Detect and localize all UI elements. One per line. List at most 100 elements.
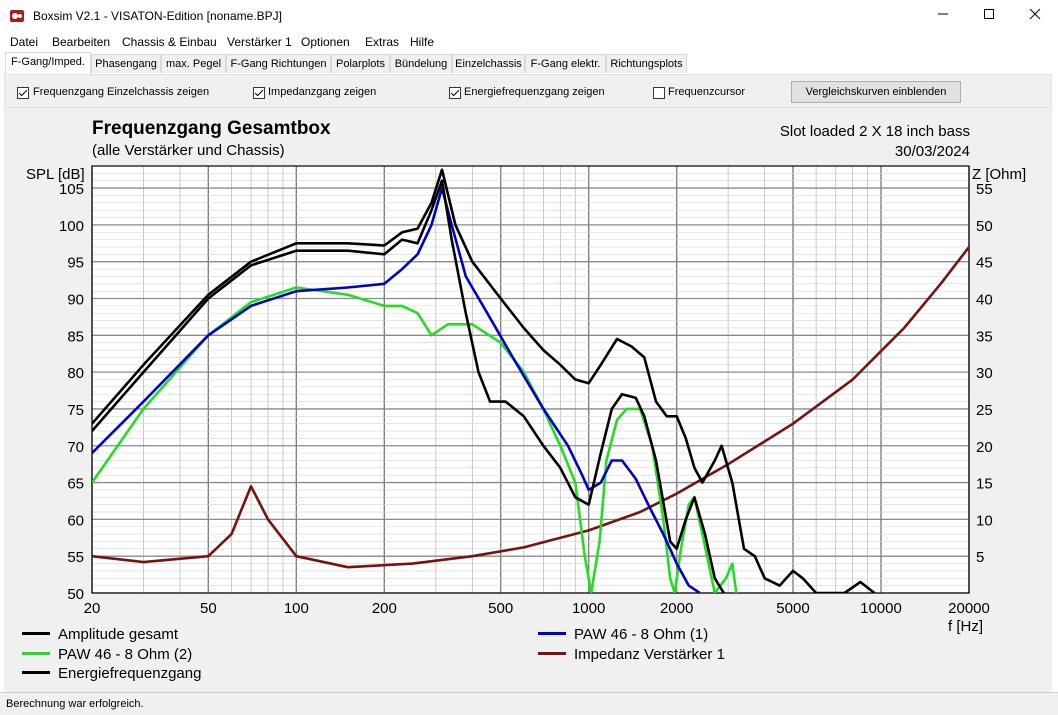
- series-line-paw-46-8-ohm-1: [92, 186, 701, 593]
- y-left-tick-label: 55: [67, 549, 84, 566]
- tab-f-gang-richtungen[interactable]: F-Gang Richtungen: [226, 54, 331, 73]
- minimize-icon: [938, 13, 948, 15]
- chart-panel: 50 55 60 65 70 75 80 85 90 95 100 105 5 10 15 20 25 30 35 4…: [4, 108, 1052, 692]
- chart-title: Frequenzgang Gesamtbox: [92, 118, 331, 139]
- tab-f-gang-elektr[interactable]: F-Gang elektr.: [525, 54, 606, 73]
- status-text: Berechnung war erfolgreich.: [6, 698, 144, 710]
- x-tick-label: 20000: [948, 600, 990, 617]
- legend-impedanz: Impedanz Verstärker 1: [538, 646, 725, 664]
- x-tick-label: 5000: [776, 600, 809, 617]
- close-button[interactable]: [1012, 0, 1058, 32]
- y-right-tick-label: 15: [976, 476, 993, 493]
- x-axis-title: f [Hz]: [948, 618, 984, 635]
- checkbox-impedanzgang[interactable]: [253, 87, 265, 99]
- y-right-tick-label: 35: [976, 328, 993, 345]
- menu-hilfe[interactable]: Hilfe: [410, 35, 435, 49]
- checkbox-frequenzcursor-label: Frequenzcursor: [668, 86, 746, 98]
- tab-phasengang[interactable]: Phasengang: [91, 54, 161, 73]
- x-tick-label: 200: [372, 600, 397, 617]
- x-tick-label: 100: [284, 600, 309, 617]
- legend-swatch: [538, 651, 566, 655]
- y-left-tick-label: 50: [67, 586, 84, 603]
- y-right-tick-label: 45: [976, 255, 993, 272]
- tab-polarplots[interactable]: Polarplots: [331, 54, 390, 73]
- y-left-tick-label: 65: [67, 476, 84, 493]
- legend-label: Amplitude gesamt: [58, 626, 179, 643]
- x-tick-label: 1000: [572, 600, 605, 617]
- y-left-tick-label: 70: [67, 439, 84, 456]
- y-left-tick-label: 90: [67, 292, 84, 309]
- checkbox-einzelchassis[interactable]: [17, 87, 29, 99]
- y-right-tick-label: 5: [976, 549, 984, 566]
- x-tick-label: 500: [488, 600, 513, 617]
- series-line-impedanz-verst-rker-1: [92, 246, 969, 569]
- checkbox-einzelchassis-label: Frequenzgang Einzelchassis zeigen: [33, 86, 210, 98]
- checkbox-energiefrequenzgang-label: Energiefrequenzgang zeigen: [464, 86, 605, 98]
- menu-bar: Datei Bearbeiten Chassis & Einbau Verstä…: [0, 32, 1058, 52]
- y-left-tick-label: 105: [59, 181, 84, 198]
- y-left-tick-label: 85: [67, 328, 84, 345]
- options-bar: Frequenzgang Einzelchassis zeigen Impeda…: [4, 74, 1052, 108]
- legend-label: PAW 46 - 8 Ohm (1): [574, 626, 709, 643]
- title-bar: Boxsim V2.1 - VISATON-Edition [noname.BP…: [0, 0, 1058, 32]
- legend-swatch: [538, 631, 566, 635]
- close-icon: [1029, 8, 1041, 20]
- plot-frame: [91, 165, 970, 594]
- y-right-tick-label: 10: [976, 512, 993, 529]
- legend-amplitude-gesamt: Amplitude gesamt: [22, 626, 178, 644]
- menu-datei[interactable]: Datei: [10, 35, 39, 49]
- y-left-tick-label: 60: [67, 512, 84, 529]
- y-left-tick-label: 80: [67, 365, 84, 382]
- legend-label: Impedanz Verstärker 1: [574, 646, 725, 663]
- x-tick-label: 20: [84, 600, 101, 617]
- menu-extras[interactable]: Extras: [365, 35, 400, 49]
- y-left-tick-label: 75: [67, 402, 84, 419]
- checkbox-energiefrequenzgang[interactable]: [449, 87, 461, 99]
- menu-optionen[interactable]: Optionen: [301, 35, 350, 49]
- series-line-energiefrequenzgang: [92, 168, 876, 593]
- checkbox-impedanzgang-label: Impedanzgang zeigen: [268, 86, 377, 98]
- legend-swatch: [22, 631, 50, 635]
- legend-swatch: [22, 651, 50, 655]
- y-left-tick-label: 100: [59, 218, 84, 235]
- legend-label: Energiefrequenzgang: [58, 665, 202, 682]
- checkbox-frequenzcursor[interactable]: [653, 87, 665, 99]
- window-title: Boxsim V2.1 - VISATON-Edition [noname.BP…: [33, 9, 282, 23]
- legend-swatch: [22, 670, 50, 674]
- legend-label: PAW 46 - 8 Ohm (2): [58, 646, 193, 663]
- maximize-button[interactable]: [966, 0, 1012, 32]
- y-right-tick-label: 30: [976, 365, 993, 382]
- tab-richtungsplots[interactable]: Richtungsplots: [606, 54, 687, 73]
- chart-annotation-date: 30/03/2024: [894, 143, 970, 160]
- menu-chassis-einbau[interactable]: Chassis & Einbau: [122, 35, 217, 49]
- y-right-tick-label: 55: [976, 181, 993, 198]
- y-right-tick-label: 50: [976, 218, 993, 235]
- series-line-paw-46-8-ohm-2: [92, 286, 738, 593]
- chart-subtitle: (alle Verstärker und Chassis): [92, 142, 285, 159]
- y-right-tick-label: 20: [976, 439, 993, 456]
- x-tick-label: 10000: [860, 600, 902, 617]
- maximize-icon: [984, 9, 994, 19]
- minimize-button[interactable]: [920, 0, 966, 32]
- y-right-tick-label: 40: [976, 292, 993, 309]
- x-tick-label: 50: [200, 600, 217, 617]
- tab-f-gang-imped[interactable]: F-Gang/Imped.: [5, 52, 91, 74]
- tab-einzelchassis[interactable]: Einzelchassis: [452, 54, 525, 73]
- y-left-tick-label: 95: [67, 255, 84, 272]
- menu-bearbeiten[interactable]: Bearbeiten: [52, 35, 111, 49]
- chart-annotation-project: Slot loaded 2 X 18 inch bass: [779, 123, 970, 140]
- status-bar: Berechnung war erfolgreich.: [0, 692, 1058, 715]
- tab-max-pegel[interactable]: max. Pegel: [161, 54, 226, 73]
- y-right-tick-label: 25: [976, 402, 993, 419]
- frequency-response-chart: 50 55 60 65 70 75 80 85 90 95 100 105 5 10 15 20 25 30 35 4…: [59, 165, 993, 617]
- vergleichskurven-button[interactable]: Vergleichskurven einblenden: [791, 81, 961, 103]
- y-left-axis-title: SPL [dB]: [26, 166, 85, 183]
- series-line-amplitude-gesamt: [92, 179, 725, 593]
- y-right-axis-title: Z [Ohm]: [972, 166, 1027, 183]
- tab-bar: F-Gang/Imped. Phasengang max. Pegel F-Ga…: [0, 52, 1058, 74]
- menu-verstaerker[interactable]: Verstärker 1: [227, 35, 292, 49]
- legend-energiefrequenzgang: Energiefrequenzgang: [22, 665, 201, 683]
- legend-paw-46-1: PAW 46 - 8 Ohm (1): [538, 626, 708, 644]
- tab-buendelung[interactable]: Bündelung: [390, 54, 452, 73]
